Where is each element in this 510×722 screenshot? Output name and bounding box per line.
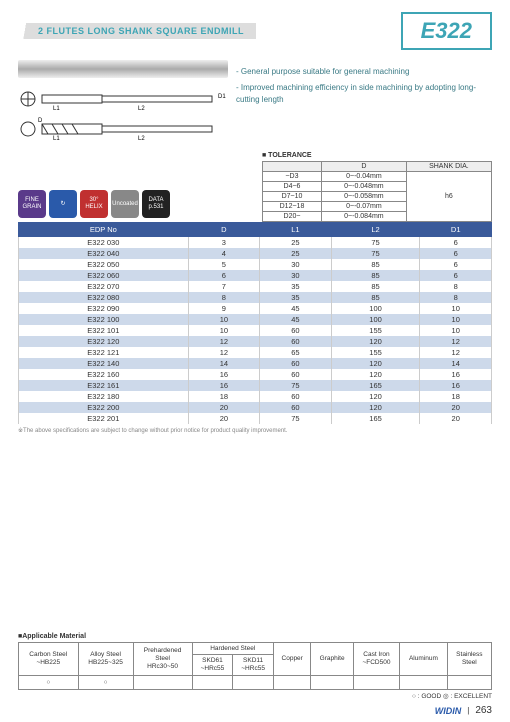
- table-row: E322 121126515512: [19, 347, 492, 358]
- svg-text:L2: L2: [138, 106, 145, 112]
- table-row: E322 101106015510: [19, 325, 492, 336]
- table-row: E322 09094510010: [19, 303, 492, 314]
- diagrams: L1 L2 D1 L1 L2 D: [18, 60, 228, 146]
- table-row: E322 050530856: [19, 259, 492, 270]
- product-code: E322: [401, 12, 492, 50]
- table-row: E322 070735858: [19, 281, 492, 292]
- tolerance-block: ■ TOLERANCE DSHANK DIA.~D30~-0.04mmh6D4~…: [262, 152, 492, 222]
- page-number: 263: [475, 705, 492, 716]
- svg-text:L1: L1: [53, 106, 60, 112]
- logo: WIDIN: [435, 706, 462, 716]
- table-row: E322 180186012018: [19, 391, 492, 402]
- tolerance-table: DSHANK DIA.~D30~-0.04mmh6D4~60~-0.048mmD…: [262, 161, 492, 222]
- svg-text:D: D: [38, 118, 43, 124]
- materials-title: ■Applicable Material: [18, 633, 492, 640]
- svg-text:L1: L1: [53, 136, 60, 142]
- legend: ○ : GOOD ◎ : EXCELLENT: [18, 692, 492, 700]
- materials-table: Carbon Steel~HB225Alloy SteelHB225~325Pr…: [18, 642, 492, 690]
- table-row: E322 100104510010: [19, 314, 492, 325]
- table-row: E322 030325756: [19, 237, 492, 249]
- desc-line-2: - Improved machining efficiency in side …: [236, 82, 492, 106]
- header: 2 FLUTES LONG SHANK SQUARE ENDMILL E322: [18, 12, 492, 50]
- table-row: E322 060630856: [19, 270, 492, 281]
- table-row: E322 140146012014: [19, 358, 492, 369]
- badge: 30°HELIX: [80, 190, 108, 218]
- badge: FINEGRAIN: [18, 190, 46, 218]
- diagram-1: L1 L2 D1: [18, 86, 228, 112]
- table-row: E322 160166012016: [19, 369, 492, 380]
- tolerance-title: ■ TOLERANCE: [262, 152, 492, 159]
- materials-section: ■Applicable Material Carbon Steel~HB225A…: [18, 633, 492, 700]
- note: ※The above specifications are subject to…: [18, 427, 492, 434]
- description: - General purpose suitable for general m…: [236, 60, 492, 146]
- badges: FINEGRAIN↻30°HELIXUncoatedDATAp.531: [18, 190, 170, 218]
- table-row: E322 040425756: [19, 248, 492, 259]
- spec-table: EDP NoDL1L2D1 E322 030325756E322 0404257…: [18, 222, 492, 424]
- tool-photo: [18, 60, 228, 78]
- badge: ↻: [49, 190, 77, 218]
- table-row: E322 201207516520: [19, 413, 492, 424]
- table-row: E322 120126012012: [19, 336, 492, 347]
- badge: DATAp.531: [142, 190, 170, 218]
- table-row: E322 161167516516: [19, 380, 492, 391]
- badge: Uncoated: [111, 190, 139, 218]
- table-row: E322 200206012020: [19, 402, 492, 413]
- svg-text:D1: D1: [218, 94, 226, 100]
- footer: WIDIN | 263: [435, 705, 492, 716]
- desc-line-1: - General purpose suitable for general m…: [236, 66, 492, 78]
- top-row: L1 L2 D1 L1 L2 D - General purpose suitable …: [18, 60, 492, 146]
- diagram-2: L1 L2 D: [18, 116, 228, 142]
- table-row: E322 080835858: [19, 292, 492, 303]
- subtitle: 2 FLUTES LONG SHANK SQUARE ENDMILL: [18, 23, 256, 39]
- svg-text:L2: L2: [138, 136, 145, 142]
